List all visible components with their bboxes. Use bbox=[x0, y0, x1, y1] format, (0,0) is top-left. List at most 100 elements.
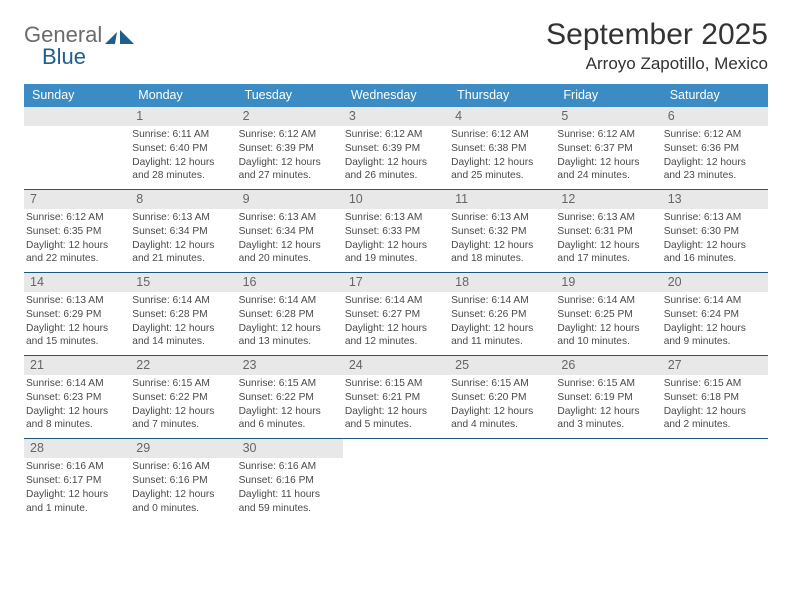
sail-icon bbox=[120, 30, 134, 44]
day-number: 12 bbox=[555, 190, 661, 209]
day-number: 14 bbox=[24, 273, 130, 292]
daylight-line: Daylight: 12 hours bbox=[345, 405, 445, 419]
day-number: 16 bbox=[237, 273, 343, 292]
daylight-line: and 9 minutes. bbox=[664, 335, 764, 349]
sunset-line: Sunset: 6:34 PM bbox=[132, 225, 232, 239]
sunrise-line: Sunrise: 6:14 AM bbox=[345, 294, 445, 308]
daylight-line: Daylight: 12 hours bbox=[26, 239, 126, 253]
day-number: 11 bbox=[449, 190, 555, 209]
day-number: 2 bbox=[237, 107, 343, 126]
day-number: 22 bbox=[130, 356, 236, 375]
daylight-line: Daylight: 12 hours bbox=[451, 156, 551, 170]
sunset-line: Sunset: 6:30 PM bbox=[664, 225, 764, 239]
sunset-line: Sunset: 6:16 PM bbox=[132, 474, 232, 488]
weekday-header: Friday bbox=[555, 84, 661, 107]
daylight-line: and 8 minutes. bbox=[26, 418, 126, 432]
sunrise-line: Sunrise: 6:13 AM bbox=[345, 211, 445, 225]
day-details: Sunrise: 6:16 AMSunset: 6:16 PMDaylight:… bbox=[130, 460, 236, 515]
title-block: September 2025 Arroyo Zapotillo, Mexico bbox=[546, 18, 768, 74]
daylight-line: Daylight: 12 hours bbox=[451, 405, 551, 419]
day-details: Sunrise: 6:12 AMSunset: 6:39 PMDaylight:… bbox=[343, 128, 449, 183]
sunrise-line: Sunrise: 6:16 AM bbox=[132, 460, 232, 474]
daylight-line: and 23 minutes. bbox=[664, 169, 764, 183]
sunset-line: Sunset: 6:23 PM bbox=[26, 391, 126, 405]
sunrise-line: Sunrise: 6:12 AM bbox=[664, 128, 764, 142]
day-number: 29 bbox=[130, 439, 236, 458]
day-details: Sunrise: 6:13 AMSunset: 6:34 PMDaylight:… bbox=[130, 211, 236, 266]
day-number: 10 bbox=[343, 190, 449, 209]
week-row: 28Sunrise: 6:16 AMSunset: 6:17 PMDayligh… bbox=[24, 439, 768, 521]
sunrise-line: Sunrise: 6:13 AM bbox=[132, 211, 232, 225]
sunrise-line: Sunrise: 6:14 AM bbox=[26, 377, 126, 391]
daylight-line: and 18 minutes. bbox=[451, 252, 551, 266]
sunset-line: Sunset: 6:37 PM bbox=[557, 142, 657, 156]
day-details: Sunrise: 6:13 AMSunset: 6:32 PMDaylight:… bbox=[449, 211, 555, 266]
day-details: Sunrise: 6:15 AMSunset: 6:21 PMDaylight:… bbox=[343, 377, 449, 432]
day-number: 13 bbox=[662, 190, 768, 209]
daylight-line: and 21 minutes. bbox=[132, 252, 232, 266]
page-title: September 2025 bbox=[546, 18, 768, 52]
sunrise-line: Sunrise: 6:13 AM bbox=[664, 211, 764, 225]
sunset-line: Sunset: 6:22 PM bbox=[239, 391, 339, 405]
day-cell: 15Sunrise: 6:14 AMSunset: 6:28 PMDayligh… bbox=[130, 273, 236, 355]
day-number: 6 bbox=[662, 107, 768, 126]
day-cell: 30 Sunrise: 6:16 AMSunset: 6:16 PMDayligh… bbox=[237, 439, 343, 521]
week-row: 21Sunrise: 6:14 AMSunset: 6:23 PMDayligh… bbox=[24, 356, 768, 439]
daylight-line: and 7 minutes. bbox=[132, 418, 232, 432]
daylight-line: Daylight: 12 hours bbox=[557, 405, 657, 419]
daylight-line: and 2 minutes. bbox=[664, 418, 764, 432]
daylight-line: and 28 minutes. bbox=[132, 169, 232, 183]
day-cell-empty bbox=[662, 439, 768, 521]
day-details: Sunrise: 6:14 AMSunset: 6:24 PMDaylight:… bbox=[662, 294, 768, 349]
sunrise-line: Sunrise: 6:12 AM bbox=[26, 211, 126, 225]
day-cell: 14 Sunrise: 6:13 AMSunset: 6:29 PMDayligh… bbox=[24, 273, 130, 355]
day-number: 9 bbox=[237, 190, 343, 209]
day-cell: 21Sunrise: 6:14 AMSunset: 6:23 PMDayligh… bbox=[24, 356, 130, 438]
daylight-line: Daylight: 12 hours bbox=[132, 405, 232, 419]
day-cell: 12Sunrise: 6:13 AMSunset: 6:31 PMDayligh… bbox=[555, 190, 661, 272]
daylight-line: Daylight: 12 hours bbox=[557, 239, 657, 253]
daylight-line: and 4 minutes. bbox=[451, 418, 551, 432]
day-details: Sunrise: 6:14 AMSunset: 6:28 PMDaylight:… bbox=[237, 294, 343, 349]
daylight-line: Daylight: 12 hours bbox=[132, 322, 232, 336]
day-details: Sunrise: 6:13 AMSunset: 6:29 PMDaylight:… bbox=[24, 294, 130, 349]
daylight-line: Daylight: 12 hours bbox=[557, 156, 657, 170]
week-row: 7Sunrise: 6:12 AMSunset: 6:35 PMDaylight… bbox=[24, 190, 768, 273]
daylight-line: Daylight: 12 hours bbox=[132, 239, 232, 253]
sunrise-line: Sunrise: 6:14 AM bbox=[451, 294, 551, 308]
day-cell: 2Sunrise: 6:12 AMSunset: 6:39 PMDaylight… bbox=[237, 107, 343, 189]
daylight-line: and 24 minutes. bbox=[557, 169, 657, 183]
location-subtitle: Arroyo Zapotillo, Mexico bbox=[546, 54, 768, 74]
day-details: Sunrise: 6:15 AMSunset: 6:20 PMDaylight:… bbox=[449, 377, 555, 432]
daylight-line: and 27 minutes. bbox=[239, 169, 339, 183]
daylight-line: Daylight: 12 hours bbox=[664, 405, 764, 419]
day-number: 17 bbox=[343, 273, 449, 292]
day-number: 15 bbox=[130, 273, 236, 292]
sunrise-line: Sunrise: 6:15 AM bbox=[132, 377, 232, 391]
daylight-line: and 17 minutes. bbox=[557, 252, 657, 266]
sunset-line: Sunset: 6:27 PM bbox=[345, 308, 445, 322]
sunrise-line: Sunrise: 6:12 AM bbox=[345, 128, 445, 142]
day-number: 30 bbox=[237, 439, 343, 458]
sunrise-line: Sunrise: 6:12 AM bbox=[557, 128, 657, 142]
sunrise-line: Sunrise: 6:11 AM bbox=[132, 128, 232, 142]
day-number: 7 bbox=[24, 190, 130, 209]
weekday-header: Tuesday bbox=[237, 84, 343, 107]
daylight-line: Daylight: 12 hours bbox=[345, 322, 445, 336]
logo: General Blue bbox=[24, 18, 134, 68]
day-details: Sunrise: 6:15 AMSunset: 6:22 PMDaylight:… bbox=[130, 377, 236, 432]
sunrise-line: Sunrise: 6:15 AM bbox=[557, 377, 657, 391]
day-cell: 25Sunrise: 6:15 AMSunset: 6:20 PMDayligh… bbox=[449, 356, 555, 438]
sunset-line: Sunset: 6:18 PM bbox=[664, 391, 764, 405]
day-details: Sunrise: 6:16 AMSunset: 6:16 PMDaylight:… bbox=[237, 460, 343, 515]
day-details: Sunrise: 6:14 AMSunset: 6:25 PMDaylight:… bbox=[555, 294, 661, 349]
daylight-line: Daylight: 12 hours bbox=[239, 156, 339, 170]
day-details: Sunrise: 6:11 AMSunset: 6:40 PMDaylight:… bbox=[130, 128, 236, 183]
sunrise-line: Sunrise: 6:12 AM bbox=[451, 128, 551, 142]
daylight-line: Daylight: 12 hours bbox=[664, 156, 764, 170]
sunrise-line: Sunrise: 6:15 AM bbox=[664, 377, 764, 391]
day-cell-empty bbox=[449, 439, 555, 521]
sunset-line: Sunset: 6:32 PM bbox=[451, 225, 551, 239]
daylight-line: Daylight: 12 hours bbox=[345, 156, 445, 170]
calendar-page: General Blue September 2025 Arroyo Zapot… bbox=[0, 0, 792, 521]
